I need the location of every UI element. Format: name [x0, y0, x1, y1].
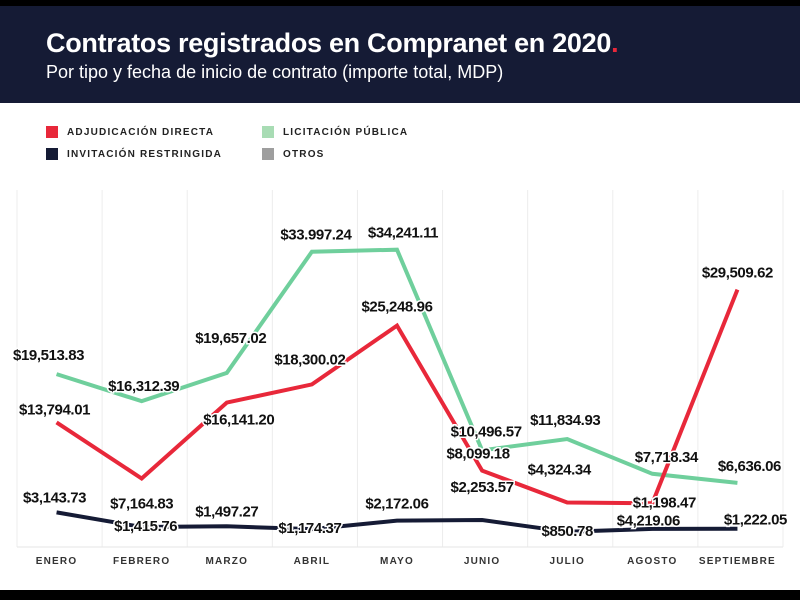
legend: ADJUDICACIÓN DIRECTA LICITACIÓN PÚBLICA …: [0, 103, 800, 173]
legend-swatch: [262, 148, 274, 160]
data-labels: $13,794.01 $7,164.83 $16,141.20 $18,300.02 $…: [12, 223, 789, 541]
data-label: $19,513.83: [13, 347, 84, 364]
chart-title-text: Contratos registrados en Compranet en 20…: [46, 28, 612, 58]
legend-swatch: [46, 126, 58, 138]
data-label: $1,198.47: [633, 494, 696, 511]
legend-item-adjudicacion-directa: ADJUDICACIÓN DIRECTA: [46, 126, 214, 138]
data-label: $7,718.34: [635, 449, 699, 466]
data-label: $3,143.73: [23, 489, 86, 506]
legend-label: INVITACIÓN RESTRINGIDA: [67, 148, 223, 160]
x-tick-label: MARZO: [205, 556, 248, 567]
data-label: $1,222.05: [724, 512, 787, 529]
data-label: $34,241.11: [368, 225, 438, 242]
data-label: $16,141.20: [203, 412, 274, 429]
data-label: $29,509.62: [702, 265, 773, 282]
title-accent-dot: .: [611, 28, 619, 58]
bottom-bar: [0, 590, 800, 600]
data-label: $16,312.39: [108, 378, 179, 395]
x-tick-label: AGOSTO: [627, 556, 677, 567]
x-tick-label: JUNIO: [464, 556, 501, 567]
legend-swatch: [46, 148, 58, 160]
legend-label: OTROS: [283, 148, 325, 160]
data-label: $33.997.24: [280, 227, 352, 244]
data-label: $7,164.83: [110, 495, 173, 512]
chart-panel: ADJUDICACIÓN DIRECTA LICITACIÓN PÚBLICA …: [0, 103, 800, 590]
x-tick-label: SEPTIEMBRE: [699, 556, 776, 567]
data-label: $13,794.01: [19, 401, 90, 418]
legend-label: ADJUDICACIÓN DIRECTA: [67, 126, 215, 138]
data-label: $1,174.37: [278, 520, 341, 537]
x-tick-label: FEBRERO: [113, 556, 170, 567]
chart-subtitle: Por tipo y fecha de inicio de contrato (…: [46, 62, 504, 82]
data-label: $10,496.57: [451, 423, 522, 440]
data-label: $1,497.27: [195, 503, 258, 520]
series-lines: [55, 247, 740, 534]
legend-swatch: [262, 126, 274, 138]
data-label: $8,099.18: [447, 446, 510, 463]
legend-item-licitacion-publica: LICITACIÓN PÚBLICA: [262, 126, 408, 138]
data-label: $2,172.06: [365, 496, 428, 513]
data-label: $25,248.96: [361, 299, 432, 316]
x-tick-label: MAYO: [380, 556, 414, 567]
data-label: $850.78: [542, 523, 593, 540]
data-label: $2,253.57: [451, 479, 514, 496]
series-line-licitaci-n-p-blica: [55, 247, 738, 485]
legend-item-invitacion-restringida: INVITACIÓN RESTRINGIDA: [46, 148, 222, 160]
series-line-adjudicaci-n-directa: [55, 288, 740, 506]
data-label: $4,219.06: [617, 512, 680, 529]
x-tick-label: JULIO: [549, 556, 584, 567]
data-label: $6,636.06: [718, 458, 781, 475]
series-line-invitaci-n-restringida: [56, 510, 738, 534]
data-label: $11,834.93: [530, 412, 600, 429]
legend-item-otros: OTROS: [262, 148, 325, 160]
data-label: $18,300.02: [274, 351, 345, 368]
data-label: $1,415.76: [114, 518, 177, 535]
chart-title: Contratos registrados en Compranet en 20…: [46, 28, 619, 59]
x-tick-label: ABRIL: [294, 556, 331, 567]
x-axis-ticks: ENERO FEBRERO MARZO ABRIL MAYO JUNIO JULIO AGOS…: [36, 556, 776, 567]
x-tick-label: ENERO: [36, 556, 78, 567]
data-label: $19,657.02: [195, 330, 266, 347]
header-banner: Contratos registrados en Compranet en 20…: [0, 6, 800, 103]
data-label: $4,324.34: [528, 461, 592, 478]
legend-label: LICITACIÓN PÚBLICA: [283, 126, 409, 138]
